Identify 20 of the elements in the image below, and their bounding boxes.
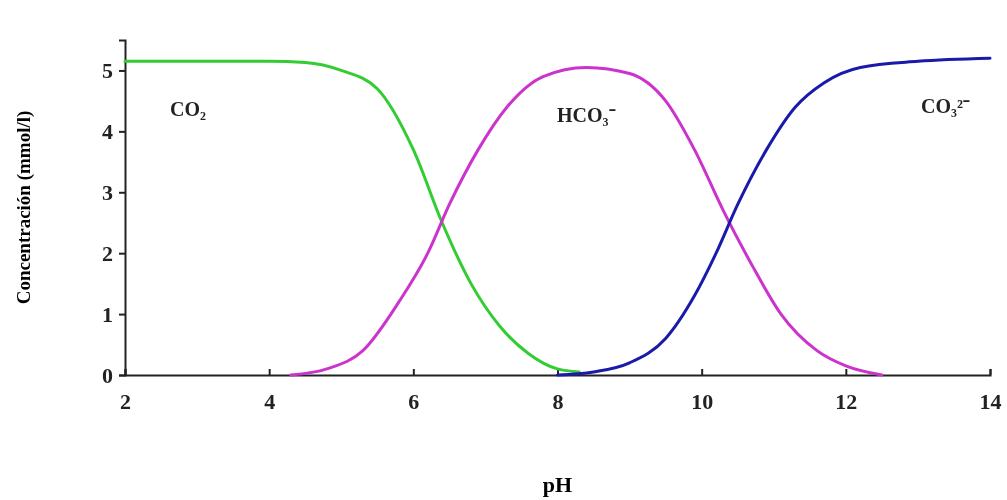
- y-tick-label: 5: [102, 57, 113, 83]
- x-tick-label: 10: [691, 388, 714, 414]
- x-axis-title: pH: [542, 472, 573, 497]
- y-tick-label: 1: [102, 301, 113, 327]
- x-tick-label: 14: [979, 388, 1002, 414]
- y-tick-label: 0: [102, 362, 113, 388]
- line-series: [556, 56, 992, 377]
- y-axis-title: Concentración (mmol/l): [13, 110, 35, 305]
- series-label: CO₃²⁻: [921, 95, 970, 118]
- y-tick-label: 2: [102, 240, 113, 266]
- x-tick-label: 4: [264, 388, 276, 414]
- line-series: [289, 65, 884, 377]
- series-label: HCO₃⁻: [557, 104, 616, 127]
- x-tick-label: 8: [552, 388, 564, 414]
- x-tick-label: 2: [120, 388, 131, 414]
- x-tick-label: 6: [408, 388, 420, 414]
- series-label: CO₂: [170, 98, 206, 121]
- x-tick-label: 12: [835, 388, 858, 414]
- y-tick-label: 4: [102, 118, 113, 144]
- y-tick-label: 3: [102, 179, 113, 205]
